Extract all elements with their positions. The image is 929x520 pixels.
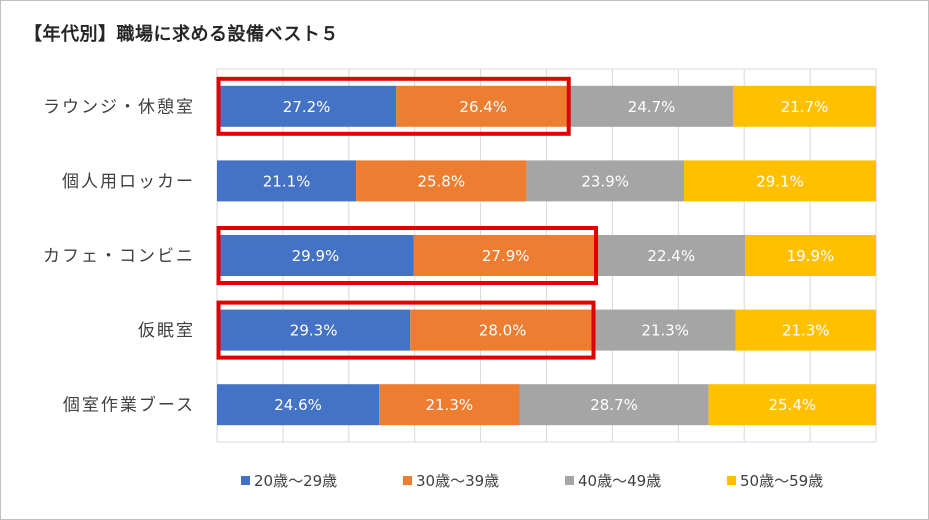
bar-segment xyxy=(735,309,876,351)
data-label: 29.1% xyxy=(756,172,804,190)
data-label: 22.4% xyxy=(647,247,695,265)
bar-segment xyxy=(684,160,876,202)
category-label: ラウンジ・休憩室 xyxy=(43,97,195,117)
data-label: 27.9% xyxy=(482,247,530,265)
data-label: 29.3% xyxy=(290,322,338,340)
data-label: 21.3% xyxy=(641,322,689,340)
bar-segment xyxy=(217,384,380,426)
data-label: 27.2% xyxy=(283,98,331,116)
legend-label: 20歳〜29歳 xyxy=(254,472,337,490)
data-label: 24.7% xyxy=(628,98,676,116)
bar-segment xyxy=(410,309,595,351)
data-label: 25.8% xyxy=(417,172,465,190)
bar-segment xyxy=(396,85,571,127)
bar-segment xyxy=(570,85,733,127)
bar-segment xyxy=(519,384,709,426)
bar-segment xyxy=(708,384,876,426)
legend-swatch xyxy=(565,476,574,485)
data-label: 21.1% xyxy=(263,172,311,190)
data-label: 25.4% xyxy=(768,396,816,414)
data-label: 21.3% xyxy=(782,322,830,340)
data-label: 28.7% xyxy=(590,396,638,414)
legend-label: 50歳〜59歳 xyxy=(740,472,823,490)
data-label: 21.7% xyxy=(781,98,829,116)
data-label: 29.9% xyxy=(292,247,340,265)
legend-label: 40歳〜49歳 xyxy=(578,472,661,490)
bar-segment xyxy=(379,384,520,426)
bar-segment xyxy=(413,235,598,276)
bar-segment xyxy=(356,160,527,202)
data-label: 21.3% xyxy=(425,396,473,414)
bar-segment xyxy=(217,309,411,351)
data-label: 28.0% xyxy=(479,322,527,340)
category-label: 個室作業ブース xyxy=(63,395,195,416)
legend-swatch xyxy=(241,476,250,485)
chart-title: 【年代別】職場に求める設備ベスト５ xyxy=(24,24,339,45)
category-label: 個人用ロッカー xyxy=(62,172,195,192)
data-label: 24.6% xyxy=(274,396,322,414)
bar-segment xyxy=(217,235,414,276)
legend-swatch xyxy=(727,476,736,485)
data-label: 19.9% xyxy=(787,247,835,265)
category-label: カフェ・コンビニ xyxy=(43,247,195,267)
highlight-box xyxy=(216,300,596,360)
legend-swatch xyxy=(403,476,412,485)
bar-segment xyxy=(594,309,736,351)
data-label: 23.9% xyxy=(581,172,629,190)
bar-segment xyxy=(217,160,357,202)
bar-segment xyxy=(217,85,397,127)
data-label: 26.4% xyxy=(459,98,507,116)
bar-segment xyxy=(597,235,745,276)
bar-segment xyxy=(526,160,685,202)
bar-segment xyxy=(744,235,876,276)
bar-segment xyxy=(732,85,876,127)
legend-label: 30歳〜39歳 xyxy=(416,472,499,490)
highlight-box xyxy=(216,76,571,136)
highlight-box xyxy=(216,226,599,285)
category-label: 仮眠室 xyxy=(138,321,195,341)
